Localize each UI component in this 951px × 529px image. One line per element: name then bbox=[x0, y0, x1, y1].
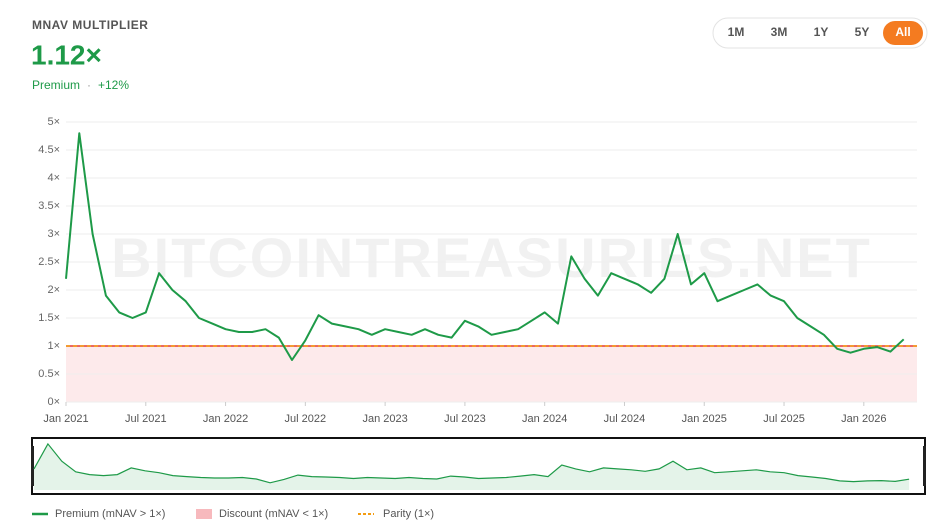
x-tick-label: Jan 2021 bbox=[43, 413, 88, 425]
range-button[interactable]: 1M bbox=[728, 25, 745, 39]
navigator-line bbox=[33, 442, 910, 484]
y-tick-label: 3.5× bbox=[38, 200, 60, 212]
y-tick-label: 0.5× bbox=[38, 368, 60, 380]
current-value: 1.12× bbox=[31, 39, 102, 70]
x-tick-label: Jan 2026 bbox=[841, 413, 886, 425]
range-button[interactable]: All bbox=[895, 25, 910, 39]
x-tick-label: Jul 2025 bbox=[763, 413, 805, 425]
range-button[interactable]: 3M bbox=[771, 25, 788, 39]
x-tick-label: Jul 2023 bbox=[444, 413, 486, 425]
navigator-handle[interactable] bbox=[923, 446, 926, 486]
status: Premium bbox=[32, 78, 80, 92]
legend-label: Discount (mNAV < 1×) bbox=[219, 508, 328, 520]
x-tick-label: Jan 2025 bbox=[682, 413, 727, 425]
title: MNAV MULTIPLIER bbox=[32, 18, 148, 32]
y-tick-label: 1× bbox=[47, 340, 60, 352]
premium-line bbox=[65, 132, 905, 361]
navigator-area bbox=[34, 443, 910, 490]
x-tick-label: Jul 2021 bbox=[125, 413, 167, 425]
range-button[interactable]: 5Y bbox=[855, 25, 870, 39]
y-tick-label: 2.5× bbox=[38, 256, 60, 268]
plot: BITCOINTREASURIES.NET 0× 0.5× 1× 1.5× 2× 2.5× 3… bbox=[38, 116, 917, 425]
y-tick-label: 3× bbox=[47, 228, 60, 240]
x-tick-label: Jan 2022 bbox=[203, 413, 248, 425]
y-tick-label: 2× bbox=[47, 284, 60, 296]
x-tick-label: Jul 2022 bbox=[285, 413, 327, 425]
range-button-active[interactable] bbox=[883, 21, 923, 45]
legend-swatch bbox=[196, 509, 212, 519]
watermark: BITCOINTREASURIES.NET bbox=[111, 226, 872, 289]
navigator-handle[interactable] bbox=[31, 446, 34, 486]
x-tick-label: Jul 2024 bbox=[604, 413, 646, 425]
y-tick-label: 5× bbox=[47, 116, 60, 128]
legend-label: Parity (1×) bbox=[383, 508, 434, 520]
range-button[interactable]: 1Y bbox=[814, 25, 829, 39]
legend-label: Premium (mNAV > 1×) bbox=[55, 508, 165, 520]
x-tick-label: Jan 2024 bbox=[522, 413, 567, 425]
y-tick-label: 4.5× bbox=[38, 144, 60, 156]
y-tick-label: 4× bbox=[47, 172, 60, 184]
range-selector bbox=[712, 17, 928, 49]
y-tick-label: 1.5× bbox=[38, 312, 60, 324]
change: +12% bbox=[98, 78, 129, 92]
x-tick-label: Jan 2023 bbox=[362, 413, 407, 425]
separator: · bbox=[87, 78, 91, 92]
y-tick-label: 0× bbox=[47, 396, 60, 408]
